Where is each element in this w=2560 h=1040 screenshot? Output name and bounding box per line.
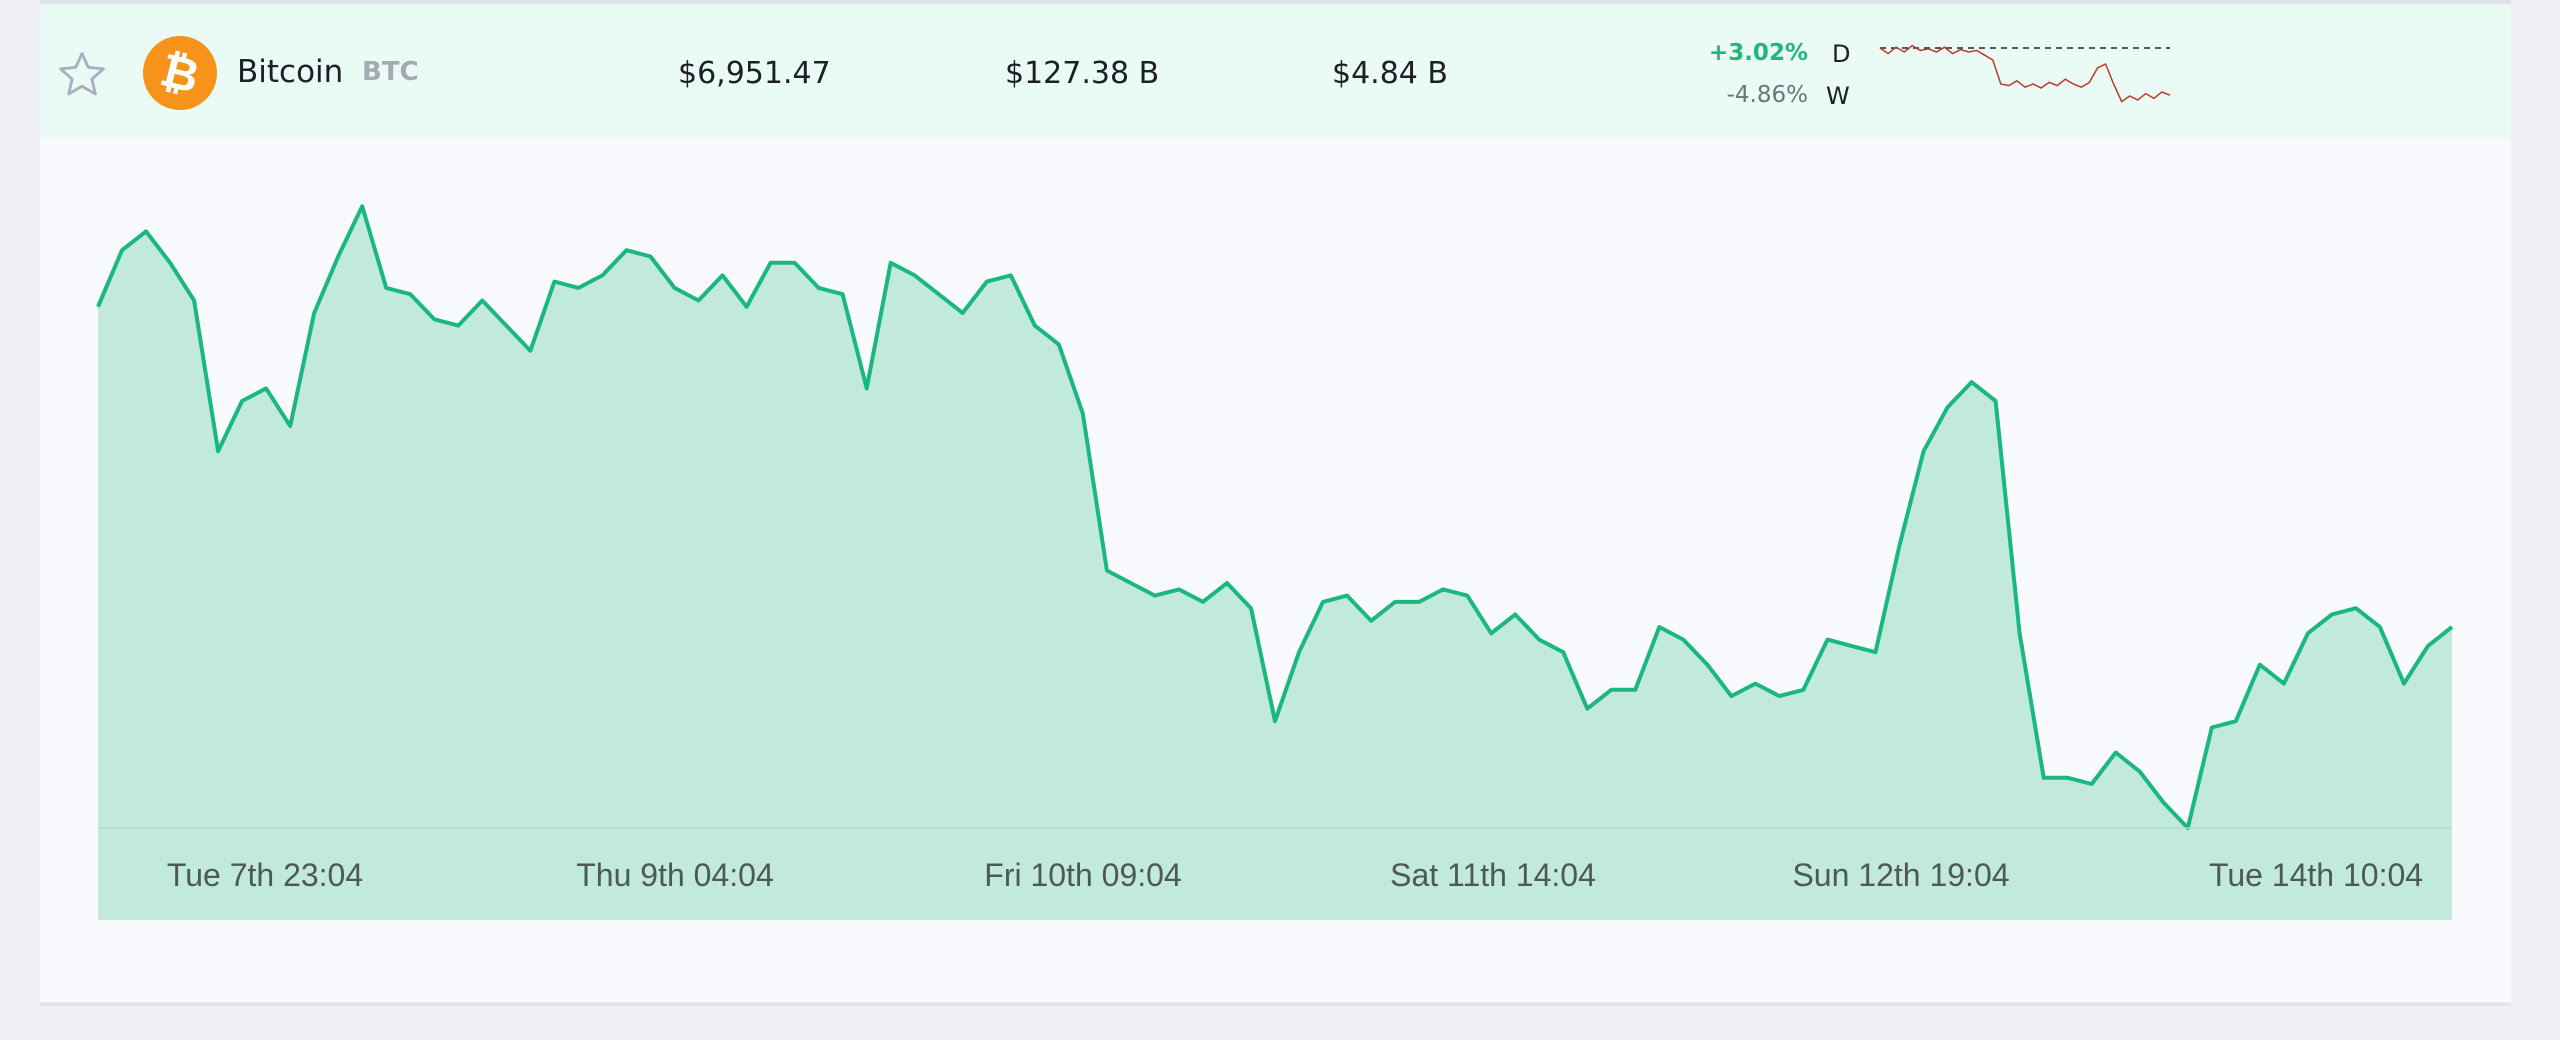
star-outline-icon[interactable]	[55, 48, 109, 102]
market-cap: $127.38 B	[1005, 56, 1160, 91]
x-axis-ticks: Tue 7th 23:04 Thu 9th 04:04 Fri 10th 09:04…	[167, 857, 2423, 893]
change-day-value: +3.02%	[1708, 40, 1808, 66]
coin-name[interactable]: Bitcoin	[237, 54, 344, 90]
price-area	[98, 206, 2452, 829]
coin-symbol: BTC	[362, 57, 419, 87]
chart-axis-band	[98, 828, 2452, 920]
top-divider	[40, 0, 2511, 4]
change-week-label: W	[1826, 82, 1850, 110]
bottom-divider	[40, 1002, 2511, 1006]
sparkline-line	[1879, 44, 2171, 103]
x-tick-label: Tue 14th 10:04	[2209, 857, 2423, 893]
x-tick-label: Tue 7th 23:04	[167, 857, 363, 893]
volume-24h: $4.84 B	[1332, 56, 1449, 91]
coin-price: $6,951.47	[678, 56, 831, 91]
x-tick-label: Sun 12th 19:04	[1792, 857, 2009, 893]
price-line	[96, 204, 2454, 830]
x-tick-label: Fri 10th 09:04	[984, 857, 1181, 893]
x-tick-label: Sat 11th 14:04	[1390, 857, 1596, 893]
change-week-value: -4.86%	[1726, 82, 1808, 108]
change-day-label: D	[1832, 40, 1851, 68]
x-tick-label: Thu 9th 04:04	[576, 857, 773, 893]
coin-row[interactable]: ₿ Bitcoin BTC $6,951.47 $127.38 B $4.84 …	[40, 4, 2511, 139]
sparkline-chart	[1879, 44, 2171, 103]
